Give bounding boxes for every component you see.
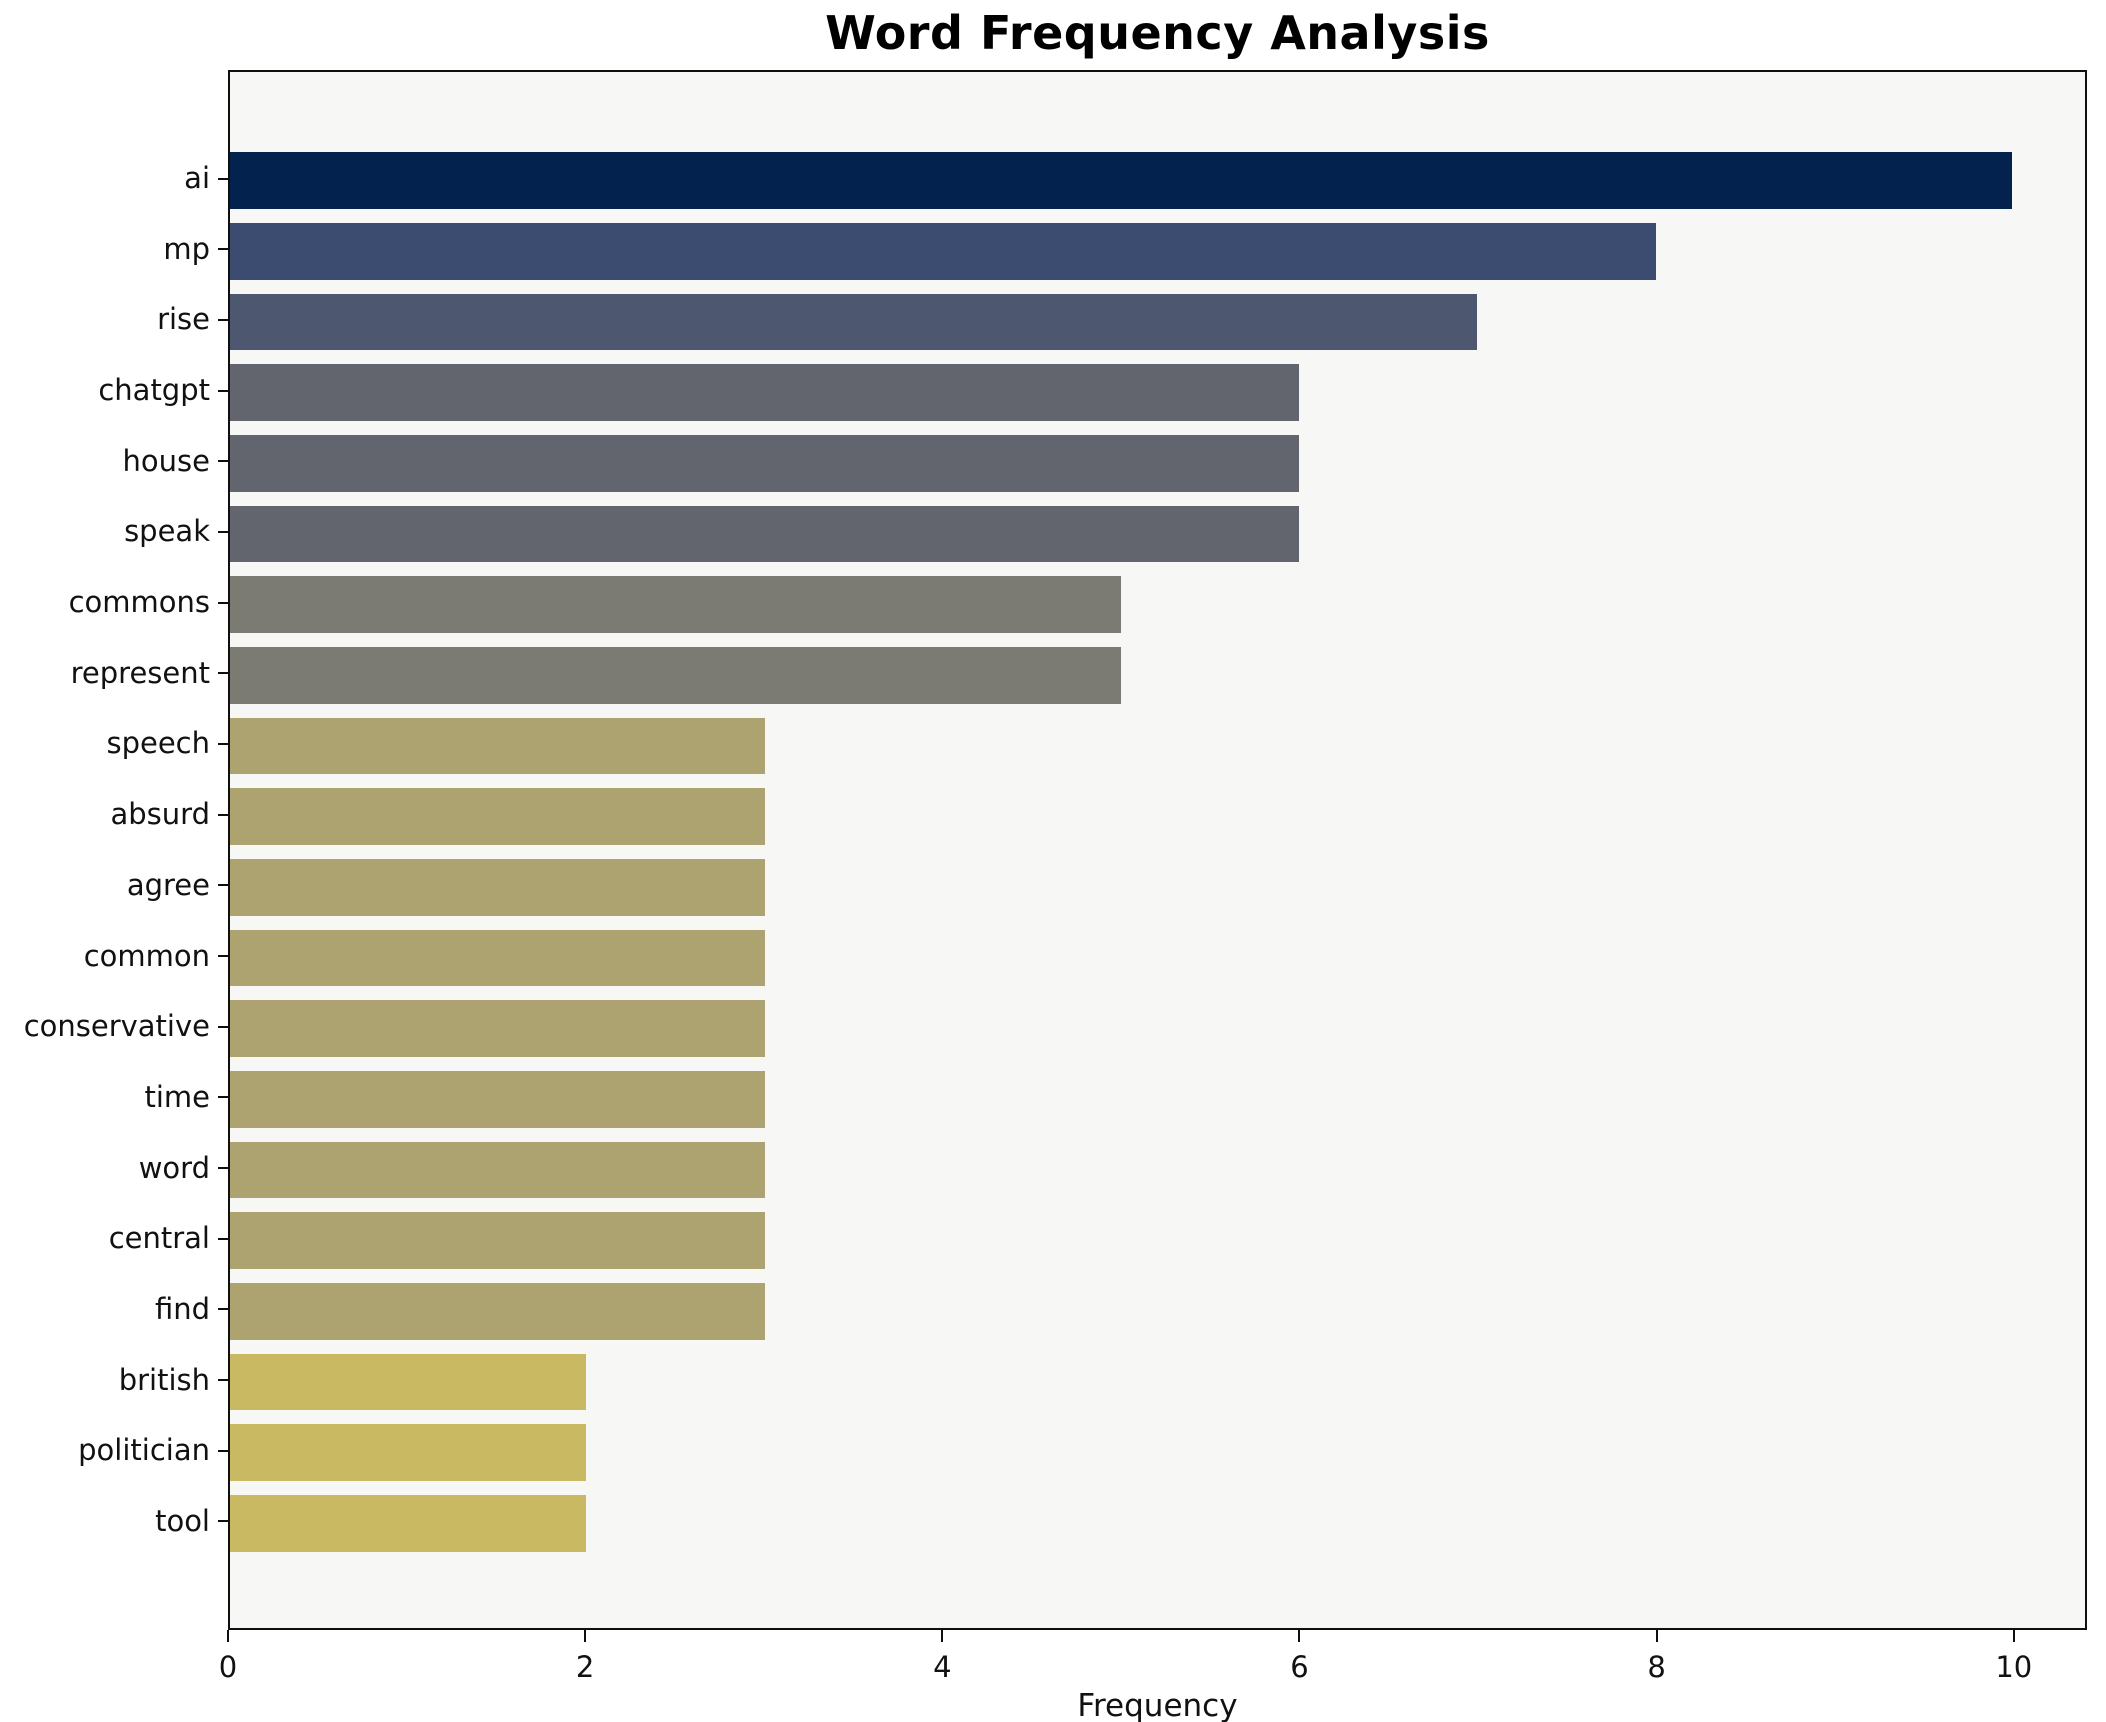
bar-central xyxy=(230,1212,765,1269)
x-tick-mark xyxy=(584,1630,587,1642)
bar-commons xyxy=(230,576,1121,633)
y-tick-label-represent: represent xyxy=(70,655,210,690)
bar-represent xyxy=(230,647,1121,704)
y-tick-mark xyxy=(218,813,228,816)
x-tick-mark xyxy=(1655,1630,1658,1642)
bar-mp xyxy=(230,223,1656,280)
y-tick-mark xyxy=(218,460,228,463)
y-tick-label-ai: ai xyxy=(184,161,210,196)
y-tick-mark xyxy=(218,742,228,745)
bar-speak xyxy=(230,505,1300,563)
y-tick-mark xyxy=(218,1379,228,1381)
x-tick-mark xyxy=(227,1630,229,1642)
bar-house xyxy=(230,435,1300,492)
bar-chatgpt xyxy=(230,364,1300,421)
y-tick-label-chatgpt: chatgpt xyxy=(98,373,210,408)
y-tick-mark xyxy=(218,1025,228,1028)
y-tick-mark xyxy=(218,884,228,887)
bar-absurd xyxy=(230,788,765,845)
x-tick-label-2: 2 xyxy=(575,1650,595,1684)
chart-title: Word Frequency Analysis xyxy=(825,6,1490,60)
bar-conservative xyxy=(230,1000,765,1057)
plot-area xyxy=(228,70,2087,1630)
x-tick-label-4: 4 xyxy=(933,1650,952,1684)
x-tick-mark xyxy=(2012,1630,2015,1642)
y-tick-mark xyxy=(218,1308,228,1311)
y-tick-label-speak: speak xyxy=(124,514,210,549)
y-tick-label-word: word xyxy=(138,1150,210,1185)
y-tick-label-tool: tool xyxy=(155,1503,210,1538)
y-tick-label-find: find xyxy=(154,1291,210,1326)
y-tick-label-politician: politician xyxy=(78,1433,210,1468)
y-tick-label-house: house xyxy=(122,443,210,478)
x-tick-mark xyxy=(1298,1630,1301,1642)
bar-find xyxy=(230,1283,765,1340)
x-tick-label-0: 0 xyxy=(218,1650,238,1684)
y-tick-mark xyxy=(218,601,228,604)
y-tick-mark xyxy=(218,530,228,533)
x-tick-mark xyxy=(941,1630,944,1642)
y-tick-label-speech: speech xyxy=(106,726,210,761)
y-tick-mark xyxy=(218,1167,228,1169)
y-tick-mark xyxy=(218,318,228,321)
y-tick-label-agree: agree xyxy=(126,867,210,902)
y-tick-label-conservative: conservative xyxy=(23,1009,210,1044)
y-tick-mark xyxy=(218,1237,228,1240)
y-tick-mark xyxy=(218,1520,228,1523)
y-tick-mark xyxy=(218,1449,228,1452)
y-tick-label-rise: rise xyxy=(157,302,210,337)
bar-common xyxy=(230,929,765,987)
x-tick-label-6: 6 xyxy=(1290,1650,1309,1684)
y-tick-label-time: time xyxy=(144,1079,210,1114)
y-tick-mark xyxy=(218,177,228,180)
bar-agree xyxy=(230,859,765,916)
y-tick-label-commons: commons xyxy=(68,585,210,620)
y-tick-mark xyxy=(218,1096,228,1099)
y-tick-label-mp: mp xyxy=(163,231,210,266)
y-tick-mark xyxy=(218,955,228,957)
bar-rise xyxy=(230,293,1478,351)
y-tick-mark xyxy=(218,672,228,675)
y-tick-label-british: british xyxy=(118,1362,210,1397)
y-tick-label-absurd: absurd xyxy=(110,797,211,832)
x-tick-label-10: 10 xyxy=(1995,1650,2033,1684)
x-axis-label: Frequency xyxy=(1077,1688,1238,1722)
bar-politician xyxy=(230,1424,587,1481)
x-tick-label-8: 8 xyxy=(1647,1650,1666,1684)
bar-british xyxy=(230,1353,587,1411)
bar-word xyxy=(230,1141,765,1199)
y-tick-label-common: common xyxy=(83,938,210,973)
y-tick-label-central: central xyxy=(108,1221,210,1256)
bar-tool xyxy=(230,1495,587,1552)
bar-speech xyxy=(230,717,765,775)
y-tick-mark xyxy=(218,248,228,251)
y-tick-mark xyxy=(218,389,228,392)
bar-time xyxy=(230,1071,765,1128)
bar-ai xyxy=(230,152,2012,209)
